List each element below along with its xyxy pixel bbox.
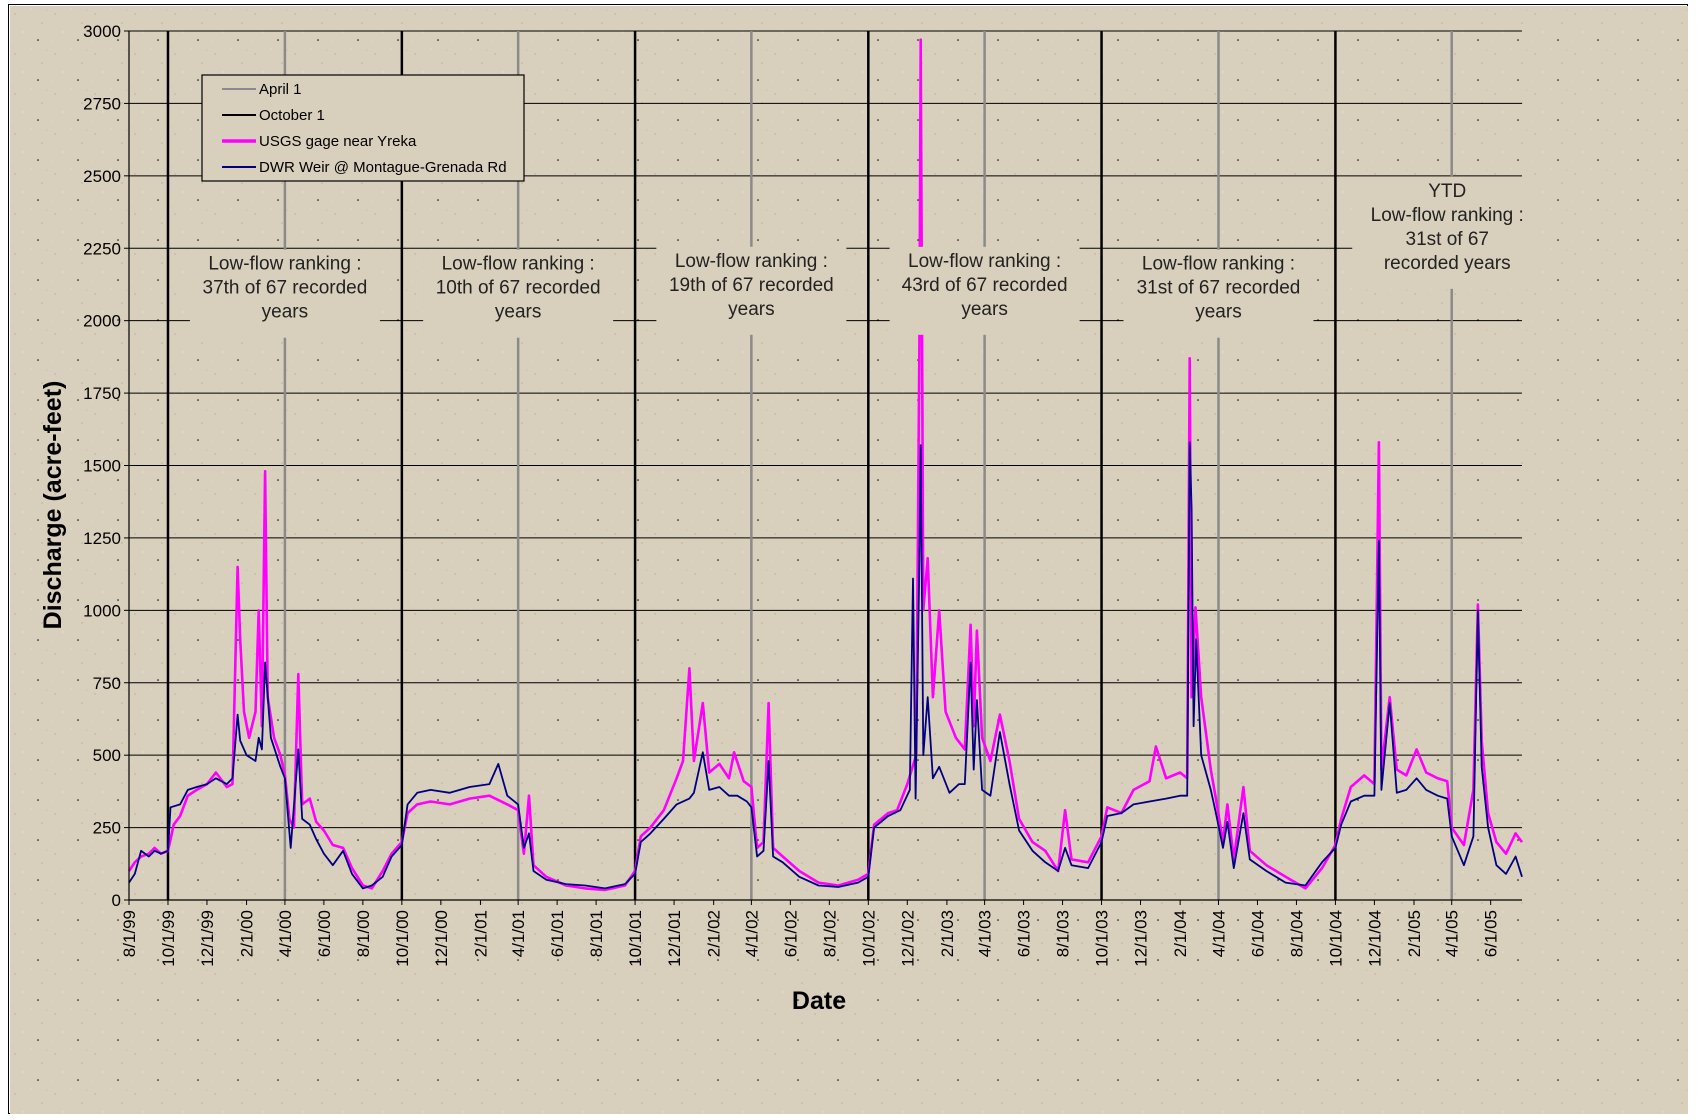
- x-tick-label: 4/1/03: [976, 910, 995, 957]
- annotation-text: years: [262, 302, 308, 323]
- y-tick-label: 2750: [83, 94, 121, 113]
- annotation-text: 10th of 67 recorded: [436, 278, 601, 299]
- annotation-bg: [1123, 249, 1314, 338]
- y-tick-label: 3000: [83, 22, 121, 41]
- x-tick-label: 4/1/00: [276, 910, 295, 957]
- x-tick-label: 2/1/02: [705, 910, 724, 957]
- annotation-bg: [423, 249, 614, 338]
- x-axis-title: Date: [792, 987, 846, 1015]
- annotation-text: Low-flow ranking :: [442, 254, 595, 275]
- x-tick-label: 8/1/00: [354, 910, 373, 957]
- annotation-text: years: [961, 299, 1007, 320]
- y-tick-label: 2250: [83, 239, 121, 258]
- x-tick-label: 8/1/03: [1054, 910, 1073, 957]
- x-tick-label: 4/1/05: [1443, 910, 1462, 957]
- y-tick-label: 2500: [83, 167, 121, 186]
- annotation-text: years: [495, 302, 541, 323]
- chart-frame: 0 250 500 750 1000 1250 1500 1750 2000 2250 2500 27…: [8, 4, 1688, 1114]
- annotation-text: 31st of 67 recorded: [1137, 278, 1301, 299]
- y-tick-label: 250: [93, 819, 121, 838]
- x-tick-label: 6/1/03: [1015, 910, 1034, 957]
- x-tick-label: 4/1/04: [1210, 910, 1229, 957]
- annotation-bg: [656, 246, 847, 335]
- x-tick-label: 6/1/02: [781, 910, 800, 957]
- y-tick-label: 500: [93, 746, 121, 765]
- annotation-text: years: [728, 299, 774, 320]
- x-tick-label: 6/1/05: [1482, 910, 1501, 957]
- x-tick-label: 10/1/03: [1093, 910, 1112, 967]
- x-tick-label: 12/1/01: [665, 910, 684, 967]
- y-tick-label: 2000: [83, 312, 121, 331]
- annotation-text: Low-flow ranking :: [1142, 254, 1295, 275]
- x-tick-label: 6/1/01: [548, 910, 567, 957]
- x-tick-label: 6/1/00: [315, 910, 334, 957]
- x-tick-label: 8/1/02: [820, 910, 839, 957]
- annotation-text: Low-flow ranking :: [675, 251, 828, 272]
- annotation-text: years: [1195, 302, 1241, 323]
- annotation-text: 37th of 67 recorded: [203, 278, 368, 299]
- legend-label: DWR Weir @ Montague-Grenada Rd: [259, 159, 507, 176]
- x-tick-label: 4/1/01: [509, 910, 528, 957]
- annotation-text: 19th of 67 recorded: [669, 275, 834, 296]
- x-tick-label: 2/1/01: [471, 910, 490, 957]
- x-tick-label: 10/1/04: [1326, 910, 1345, 967]
- x-tick-label: 10/1/01: [626, 910, 645, 967]
- annotation-text: recorded years: [1384, 253, 1511, 274]
- x-tick-label: 10/1/99: [159, 910, 178, 967]
- x-tick-label: 12/1/00: [432, 910, 451, 967]
- x-tick-label: 6/1/04: [1249, 910, 1268, 957]
- y-axis-title: Discharge (acre-feet): [39, 381, 67, 630]
- x-tick-label: 2/1/04: [1171, 910, 1190, 957]
- series-lines: [127, 38, 1524, 892]
- annotation-bg: [1352, 176, 1543, 289]
- legend-box: [201, 74, 525, 182]
- x-tick-label: 10/1/00: [393, 910, 412, 967]
- legend-label: USGS gage near Yreka: [259, 133, 417, 150]
- y-tick-labels: 0 250 500 750 1000 1250 1500 1750 2000 2250 2500 27…: [83, 22, 129, 910]
- y-tick-label: 1500: [83, 457, 121, 476]
- x-tick-label: 12/1/99: [198, 910, 217, 967]
- dwr-series-line: [128, 441, 1523, 890]
- discharge-chart: 0 250 500 750 1000 1250 1500 1750 2000 2250 2500 27…: [10, 6, 1688, 1114]
- y-tick-label: 1000: [83, 601, 121, 620]
- x-tick-label: 2/1/05: [1405, 910, 1424, 957]
- annotation-text: Low-flow ranking :: [208, 254, 361, 275]
- legend-label: October 1: [259, 107, 325, 124]
- x-tick-label: 12/1/02: [898, 910, 917, 967]
- y-tick-label: 1250: [83, 529, 121, 548]
- annotation-bg: [189, 249, 380, 338]
- x-tick-label: 12/1/03: [1132, 910, 1151, 967]
- y-tick-label: 1750: [83, 384, 121, 403]
- annotation-text: 31st of 67: [1406, 229, 1489, 250]
- x-tick-label: 8/1/99: [120, 910, 139, 957]
- y-tick-label: 750: [93, 674, 121, 693]
- x-tick-label: 2/1/03: [938, 910, 957, 957]
- annotation-bg: [889, 246, 1080, 335]
- x-tick-label: 8/1/01: [587, 910, 606, 957]
- annotation-text: Low-flow ranking :: [1371, 205, 1524, 226]
- legend: April 1 October 1 USGS gage near Yreka DWR …: [201, 74, 525, 182]
- annotation-text: Low-flow ranking :: [908, 251, 1061, 272]
- x-tick-label: 4/1/02: [742, 910, 761, 957]
- x-tick-label: 12/1/04: [1365, 910, 1384, 967]
- x-tick-labels: 8/1/99 10/1/99 12/1/99 2/1/00 4/1/00 6/1/00 8/…: [120, 900, 1501, 967]
- x-tick-label: 8/1/04: [1287, 910, 1306, 957]
- annotations: Low-flow ranking : 37th of 67 recorded yea…: [189, 176, 1543, 338]
- x-tick-label: 2/1/00: [238, 910, 257, 957]
- x-tick-label: 10/1/02: [859, 910, 878, 967]
- reference-lines: [166, 31, 1453, 900]
- annotation-text: YTD: [1428, 181, 1466, 202]
- legend-label: April 1: [259, 81, 302, 98]
- y-tick-label: 0: [112, 891, 121, 910]
- annotation-text: 43rd of 67 recorded: [902, 275, 1068, 296]
